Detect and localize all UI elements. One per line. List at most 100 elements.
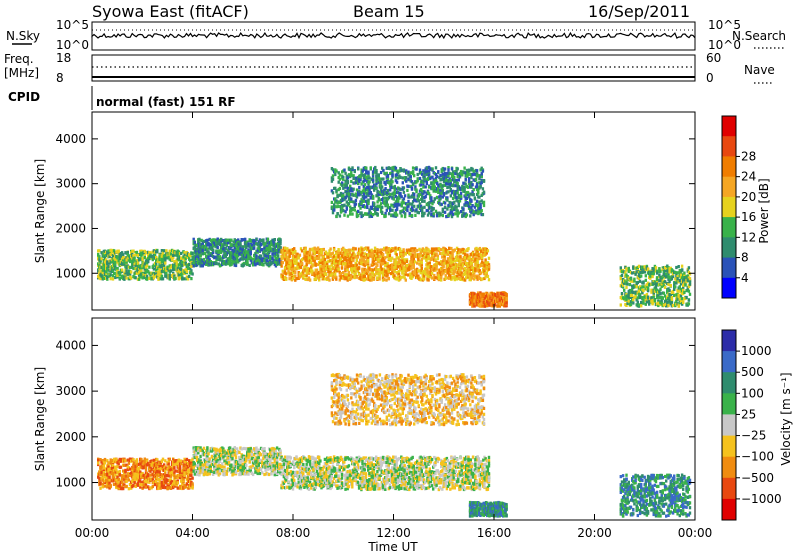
echo-cell [456,167,459,171]
echo-cell [477,188,480,192]
echo-cell [457,204,460,208]
echo-cell [621,285,625,289]
echo-cell [463,189,466,193]
echo-cell [481,294,484,298]
echo-cell [300,258,304,262]
echo-cell [368,180,371,184]
echo-cell [107,249,110,253]
echo-cell [397,202,400,206]
echo-cell [366,177,369,181]
echo-cell [432,200,435,204]
echo-cell [111,254,115,258]
echo-cell [334,272,337,277]
echo-cell [359,175,362,179]
echo-cell [387,276,390,281]
echo-cell [439,188,442,192]
echo-cell [118,257,121,261]
freq-unit: [MHz] [4,66,39,80]
echo-cell [405,179,408,183]
echo-cell [631,271,634,275]
echo-cell [283,246,287,250]
echo-cell [240,238,243,242]
echo-cell [364,270,368,274]
echo-cell [409,252,412,256]
echo-cell [487,265,491,269]
echo-cell [165,250,168,255]
echo-cell [451,212,455,216]
echo-cell [453,200,456,204]
echo-cell [621,283,625,287]
echo-cell [625,280,628,284]
echo-cell [380,267,384,271]
echo-cell [479,249,483,253]
echo-cell [145,277,149,281]
echo-cell [434,189,438,193]
echo-cell [349,212,352,216]
echo-cell [371,196,375,200]
echo-cell [454,171,457,176]
echo-cell [427,270,430,274]
echo-cell [199,261,202,265]
echo-cell [413,250,417,254]
echo-cell [441,267,444,271]
echo-cell [461,263,464,267]
echo-cell [365,248,369,252]
echo-cell [329,259,332,263]
echo-cell [308,267,312,271]
nsky-label: N.Sky [6,29,40,43]
nsearch-label: N.Search [732,29,786,43]
echo-cell [443,183,447,187]
echo-cell [264,248,267,252]
echo-cell [378,272,381,276]
echo-cell [389,167,392,171]
echo-cell [197,260,200,264]
echo-cell [353,276,356,280]
echo-cell [345,200,348,204]
echo-cell [140,249,143,253]
echo-cell [162,255,166,259]
echo-cell [410,276,413,280]
echo-cell [341,205,344,209]
echo-cell [439,173,442,178]
echo-cell [381,252,385,257]
echo-cell [368,249,371,253]
echo-cell [278,243,281,247]
echo-cell [205,254,208,258]
echo-cell [426,208,430,212]
echo-cell [404,278,407,282]
echo-cell [420,261,423,265]
echo-cell [198,237,201,241]
echo-cell [279,246,282,250]
echo-cell [365,195,368,199]
echo-cell [334,197,337,201]
echo-cell [343,203,346,207]
echo-cell [167,255,170,259]
echo-cell [478,200,481,204]
echo-cell [423,190,426,194]
echo-cell [300,262,304,266]
echo-cell [98,271,101,275]
echo-cell [381,275,385,280]
echo-cell [405,176,408,180]
echo-cell [409,178,412,182]
echo-cell [463,166,466,170]
echo-cell [462,272,466,276]
echo-cell [360,168,363,172]
echo-cell [385,278,388,282]
echo-cell [631,287,634,291]
echo-cell [137,274,141,278]
echo-cell [429,194,432,198]
echo-cell [451,175,455,179]
echo-cell [378,205,382,209]
echo-cell [371,268,374,272]
echo-cell [315,255,319,259]
echo-cell [481,298,484,302]
echo-cell [419,183,423,187]
echo-cell [416,248,419,253]
echo-cell [451,260,454,264]
echo-cell [161,277,165,281]
echo-cell [103,260,107,264]
echo-cell [633,279,636,283]
echo-cell [416,172,419,177]
echo-cell [149,273,152,277]
